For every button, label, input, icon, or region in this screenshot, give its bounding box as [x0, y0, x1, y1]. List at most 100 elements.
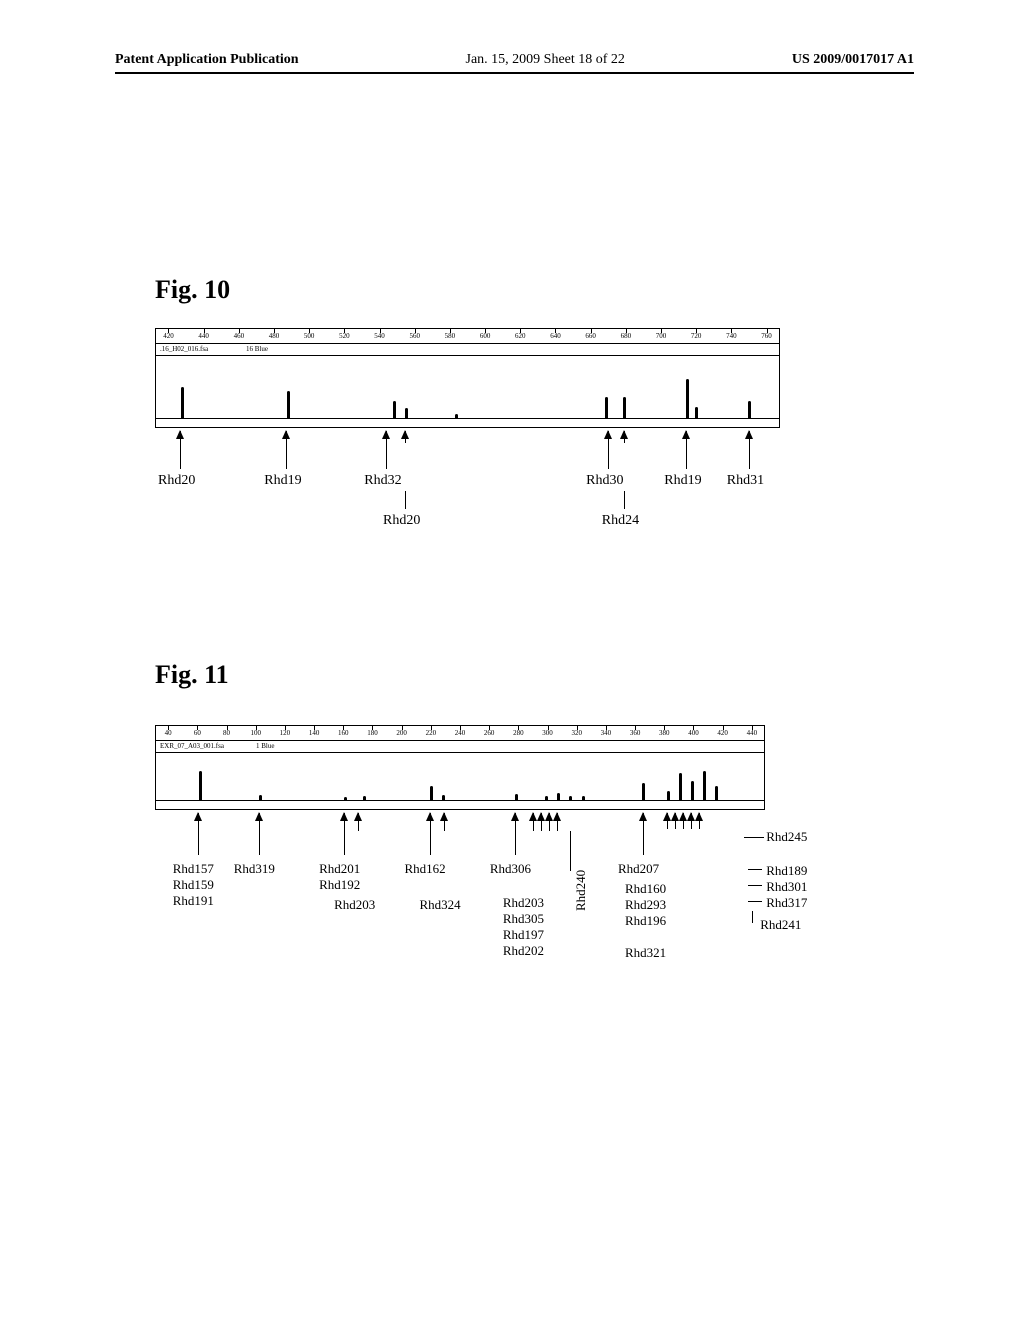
tick-label: 240 — [455, 729, 466, 737]
figure-11-plot — [156, 753, 764, 809]
peak-label: Rhd196 — [625, 913, 666, 929]
peak-label: Rhd305 — [503, 911, 544, 927]
peak-label: Rhd162 — [405, 861, 446, 877]
peak-label: Rhd306 — [490, 861, 531, 877]
peak-label: Rhd324 — [420, 897, 461, 913]
peak-label: Rhd30 — [586, 473, 623, 489]
tick-label: 560 — [409, 332, 420, 340]
tick-label: 600 — [480, 332, 491, 340]
annotation-arrow — [533, 813, 534, 831]
annotation-arrow — [405, 431, 406, 443]
peak-label: Rhd19 — [664, 473, 701, 489]
tick-label: 420 — [163, 332, 174, 340]
tick-label: 200 — [396, 729, 407, 737]
tick-label: 440 — [747, 729, 758, 737]
chromatogram-peak — [623, 397, 626, 419]
tick-label: 620 — [515, 332, 526, 340]
tick-label: 640 — [550, 332, 561, 340]
chromatogram-peak — [582, 796, 585, 801]
figure-11-filename: EXR_07_A03_001.fsa — [160, 742, 224, 750]
chromatogram-peak — [393, 401, 396, 419]
peak-label: Rhd317 — [766, 895, 807, 911]
figure-10-channel: 16 Blue — [246, 345, 268, 353]
chromatogram-peak — [455, 414, 458, 419]
chromatogram-peak — [691, 781, 694, 801]
annotation-arrow — [444, 813, 445, 831]
header-rule — [115, 72, 914, 74]
peak-label: Rhd245 — [766, 829, 807, 845]
peak-label: Rhd321 — [625, 945, 666, 961]
tick-label: 300 — [542, 729, 553, 737]
chromatogram-peak — [715, 786, 718, 801]
peak-label: Rhd203 — [334, 897, 375, 913]
tick-label: 420 — [717, 729, 728, 737]
annotation-arrow — [686, 431, 687, 469]
chromatogram-peak — [259, 795, 262, 801]
tick-label: 460 — [234, 332, 245, 340]
peak-label: Rhd207 — [618, 861, 659, 877]
tick-label: 720 — [691, 332, 702, 340]
peak-label: Rhd202 — [503, 943, 544, 959]
annotation-arrow — [386, 431, 387, 469]
figure-11-title: Fig. 11 — [155, 660, 229, 690]
peak-label: Rhd189 — [766, 863, 807, 879]
peak-label: Rhd241 — [760, 917, 801, 933]
chromatogram-peak — [748, 401, 751, 419]
peak-label: Rhd301 — [766, 879, 807, 895]
tick-label: 360 — [630, 729, 641, 737]
annotation-arrow — [430, 813, 431, 855]
tick-label: 540 — [374, 332, 385, 340]
annotation-arrow — [557, 813, 558, 831]
peak-label-rotated: Rhd240 — [573, 870, 589, 911]
chromatogram-peak — [545, 796, 548, 801]
tick-label: 80 — [223, 729, 230, 737]
tick-label: 520 — [339, 332, 350, 340]
tick-label: 320 — [571, 729, 582, 737]
tick-label: 140 — [309, 729, 320, 737]
peak-label: Rhd319 — [234, 861, 275, 877]
annotation-arrow — [286, 431, 287, 469]
annotation-arrow — [675, 813, 676, 829]
peak-label: Rhd191 — [173, 893, 214, 909]
annotation-arrow — [358, 813, 359, 831]
tick-label: 60 — [194, 729, 201, 737]
chromatogram-peak — [287, 391, 290, 419]
tick-label: 500 — [304, 332, 315, 340]
tick-label: 340 — [601, 729, 612, 737]
peak-label: Rhd159 — [173, 877, 214, 893]
annotation-arrow — [344, 813, 345, 855]
figure-10-title: Fig. 10 — [155, 275, 230, 305]
chromatogram-peak — [199, 771, 202, 801]
annotation-arrow — [691, 813, 692, 829]
page-header: Patent Application Publication Jan. 15, … — [115, 52, 914, 68]
peak-label: Rhd24 — [602, 513, 639, 529]
tick-label: 680 — [621, 332, 632, 340]
tick-label: 760 — [761, 332, 772, 340]
chromatogram-peak — [605, 397, 608, 419]
figure-10-info-row: .16_H02_016.fsa 16 Blue — [156, 344, 779, 356]
annotation-arrow — [667, 813, 668, 829]
peak-label: Rhd20 — [383, 513, 420, 529]
peak-label: Rhd203 — [503, 895, 544, 911]
figure-10-chart: 4204404604805005205405605806006206406606… — [155, 328, 780, 428]
chromatogram-peak — [703, 771, 706, 801]
chromatogram-peak — [695, 407, 698, 419]
header-publication: Patent Application Publication — [115, 52, 299, 68]
annotation-arrow — [608, 431, 609, 469]
annotation-arrow — [749, 431, 750, 469]
tick-label: 660 — [585, 332, 596, 340]
figure-11-chart: 4060801001201401601802002202402602803003… — [155, 725, 765, 810]
chromatogram-peak — [569, 796, 572, 801]
chromatogram-peak — [430, 786, 433, 801]
peak-label: Rhd197 — [503, 927, 544, 943]
figure-10-plot — [156, 356, 779, 427]
tick-label: 120 — [280, 729, 291, 737]
peak-label: Rhd20 — [158, 473, 195, 489]
connector-line — [752, 911, 753, 923]
annotation-arrow — [683, 813, 684, 829]
peak-label: Rhd32 — [364, 473, 401, 489]
annotation-arrow — [541, 813, 542, 831]
tick-label: 100 — [250, 729, 261, 737]
tick-label: 220 — [426, 729, 437, 737]
chromatogram-peak — [557, 793, 560, 801]
